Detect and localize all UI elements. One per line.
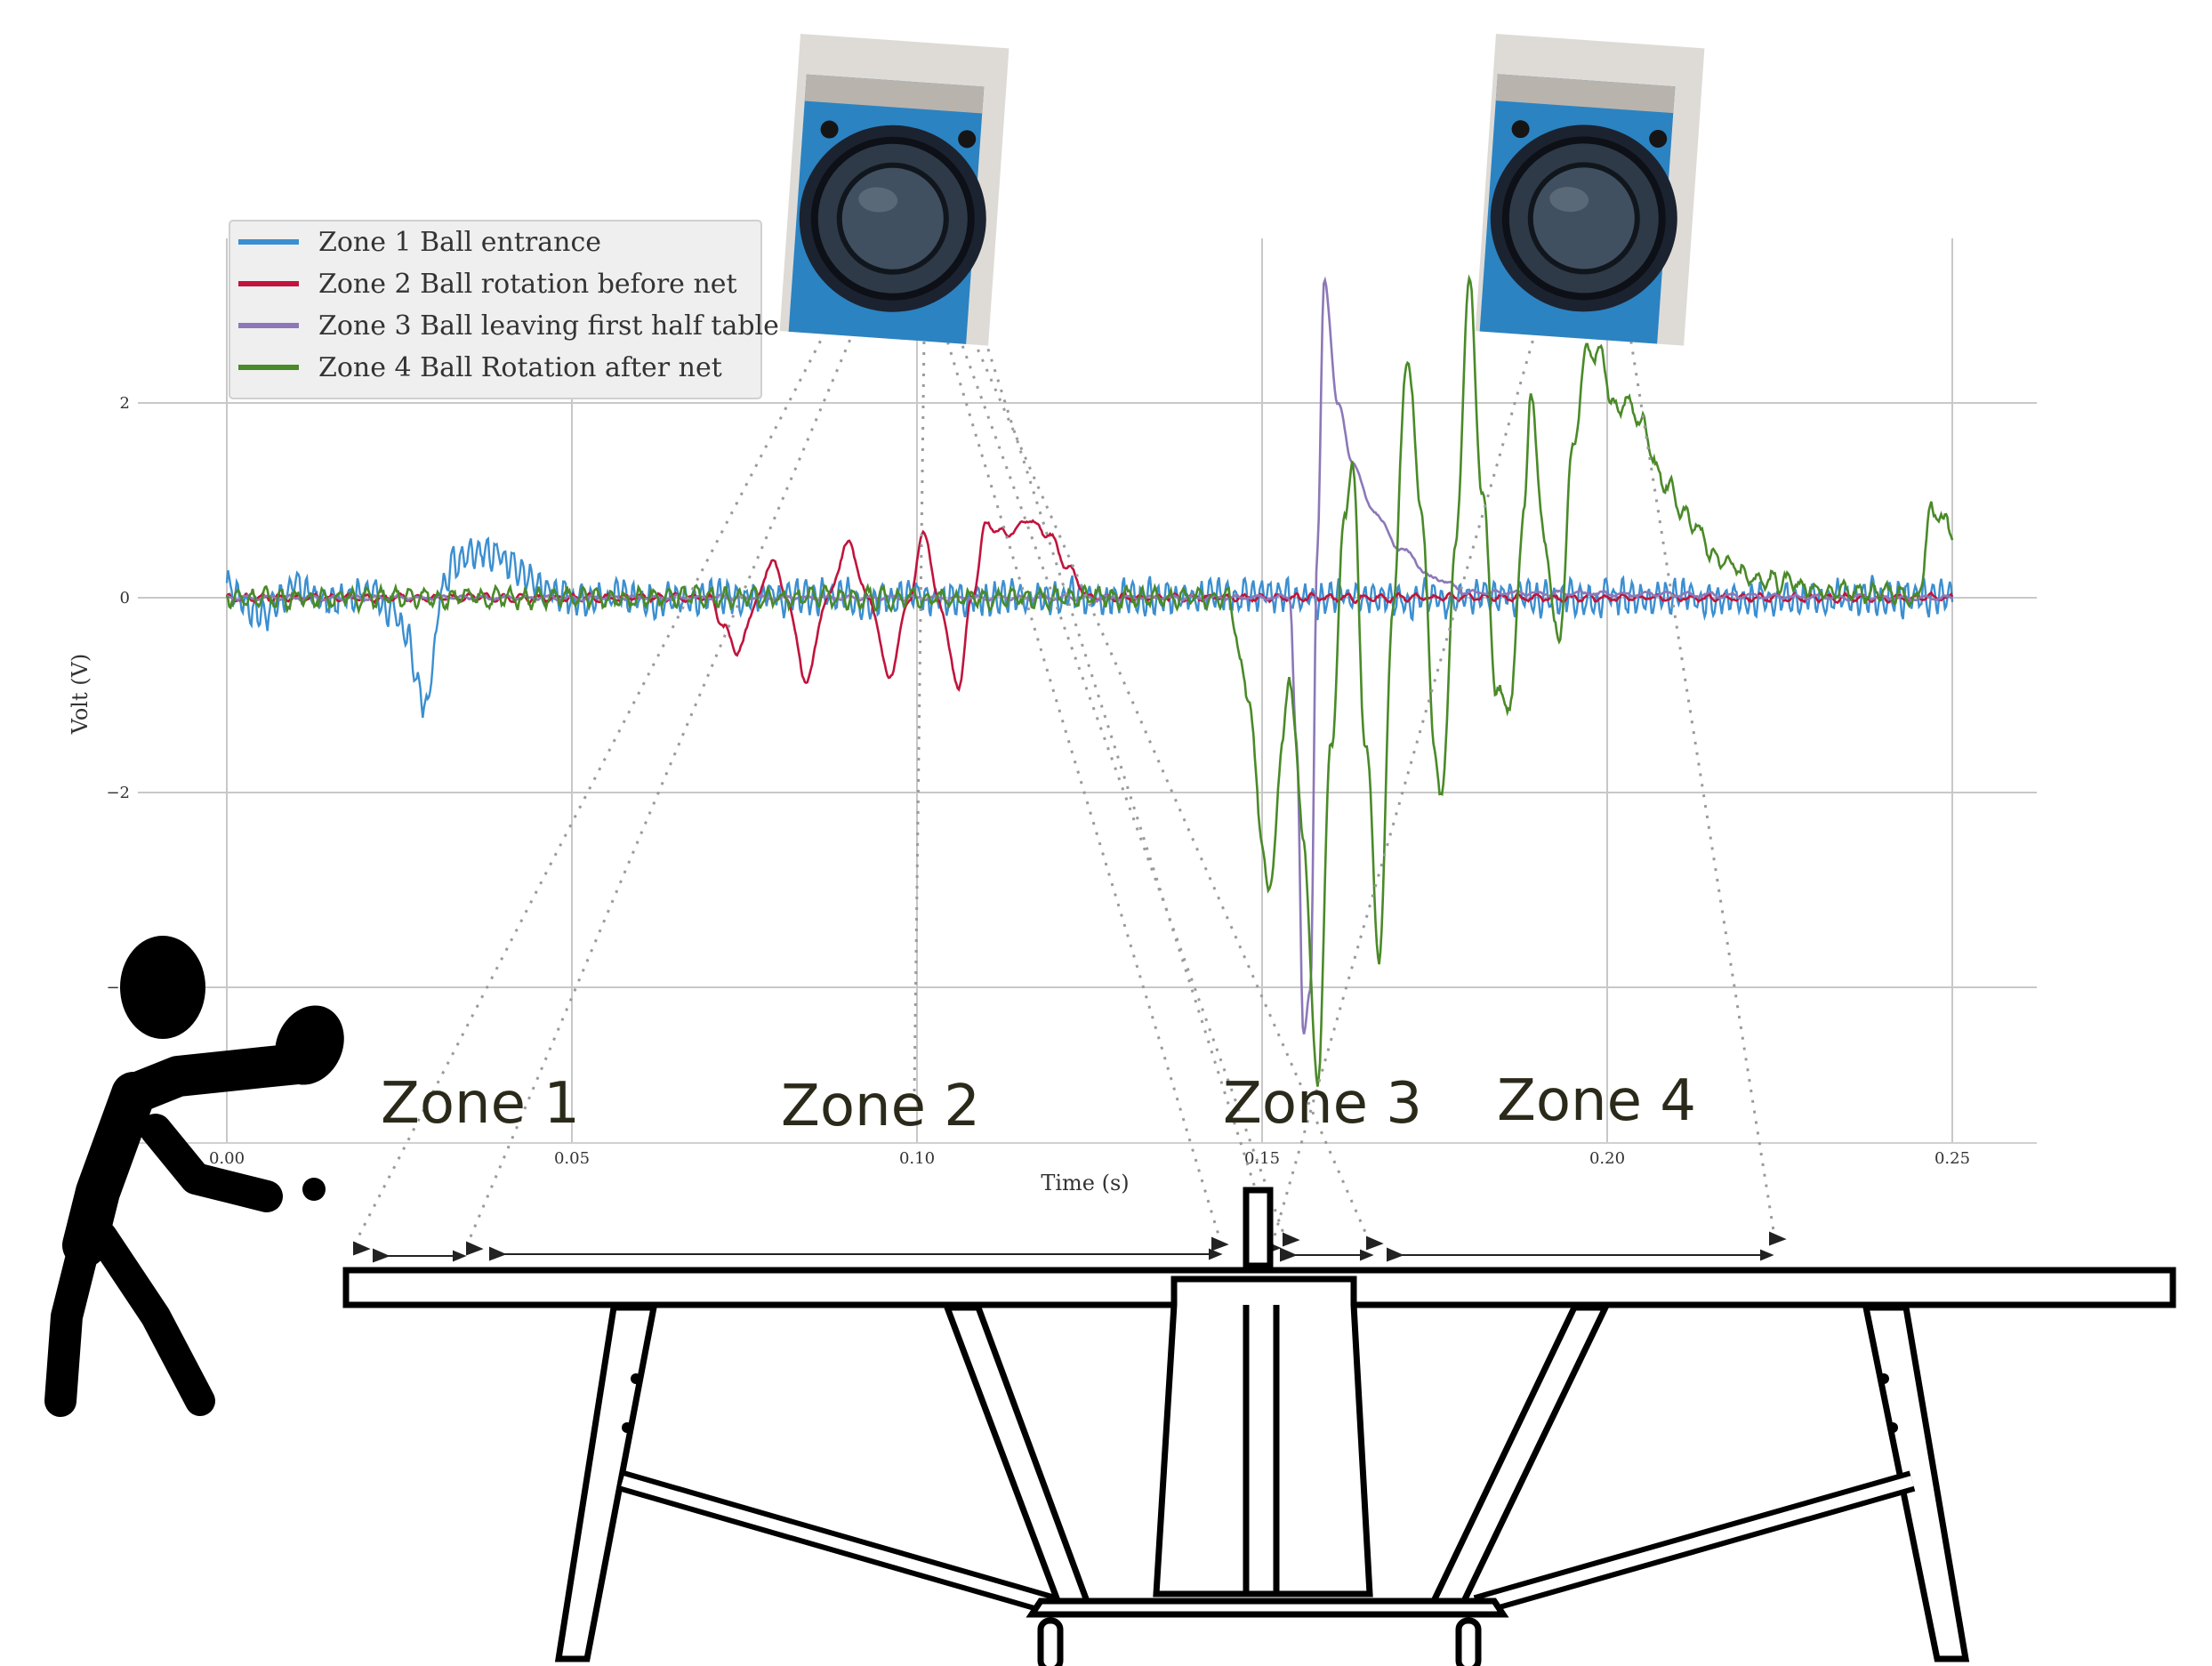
legend-label: Zone 3 Ball leaving first half table — [318, 310, 779, 342]
x-tick-label: 0.15 — [1244, 1149, 1280, 1168]
table-tennis-player-icon — [44, 936, 344, 1417]
projection-line — [352, 293, 847, 1246]
y-tick-label: 0 — [120, 589, 130, 608]
projection-line — [977, 318, 1274, 1242]
zone-label-3: Zone 3 — [1223, 1071, 1422, 1137]
x-tick-label: 0.20 — [1589, 1149, 1625, 1168]
plot-series — [225, 274, 1954, 1087]
projection-line — [465, 319, 860, 1246]
legend-label: Zone 4 Ball Rotation after net — [318, 352, 722, 383]
zone-label-4: Zone 4 — [1497, 1068, 1696, 1134]
projection-line — [937, 310, 1222, 1242]
zone-arrows — [353, 1231, 1787, 1263]
legend-label: Zone 1 Ball entrance — [318, 227, 601, 258]
zone-label-2: Zone 2 — [781, 1074, 980, 1139]
x-axis-title: Time (s) — [1041, 1171, 1129, 1195]
plot-grid — [138, 238, 2037, 1144]
table-tennis-table-icon — [342, 1187, 2176, 1666]
series-line-1 — [225, 536, 1954, 719]
high-speed-camera-icon — [1475, 34, 1705, 346]
zone-label-1: Zone 1 — [381, 1071, 580, 1137]
projection-line — [913, 266, 927, 1095]
projection-line — [1270, 319, 1540, 1246]
legend: Zone 1 Ball entrance Zone 2 Ball rotation… — [229, 220, 779, 399]
x-tick-label: 0.10 — [899, 1149, 935, 1168]
y-tick-label: 2 — [120, 394, 130, 413]
x-tick-label: 0.00 — [209, 1149, 245, 1168]
x-tick-label: 0.25 — [1934, 1149, 1970, 1168]
high-speed-camera-icon — [779, 34, 1009, 346]
x-tick-labels: 0.00 0.05 0.10 0.15 0.20 0.25 — [209, 1149, 1970, 1168]
legend-label: Zone 2 Ball rotation before net — [318, 269, 737, 300]
y-axis-title: Volt (V) — [68, 654, 93, 736]
y-tick-label: −2 — [106, 784, 130, 802]
camera-projection-lines — [352, 266, 1776, 1246]
series-line-4 — [225, 274, 1954, 1087]
x-tick-label: 0.05 — [554, 1149, 590, 1168]
y-tick-labels: 20−2−4 — [106, 394, 130, 997]
